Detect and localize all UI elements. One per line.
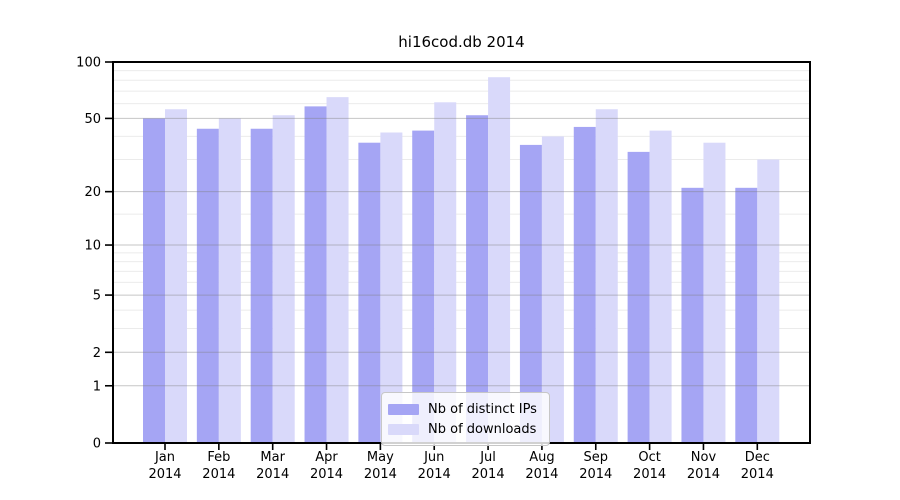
- bar: [627, 151, 650, 444]
- bar: [304, 106, 327, 444]
- y-tick-label: 50: [84, 112, 101, 127]
- y-tick-label: 1: [93, 379, 101, 394]
- bar: [595, 109, 618, 443]
- x-tick-label: Mar 2014: [256, 450, 289, 482]
- legend-swatch-distinct-ips: [388, 403, 419, 415]
- y-tick-label: 20: [84, 185, 101, 200]
- x-tick-label: Aug 2014: [525, 450, 558, 482]
- legend-swatch-downloads: [388, 423, 419, 435]
- x-tick-label: Jul 2014: [472, 450, 505, 482]
- y-tick-label: 2: [93, 346, 101, 361]
- y-tick-label: 100: [76, 56, 101, 71]
- bars-group: [143, 77, 780, 444]
- bar: [272, 115, 295, 444]
- x-tick-label: Oct 2014: [633, 450, 666, 482]
- bar: [326, 97, 349, 443]
- x-tick-label: May 2014: [364, 450, 397, 482]
- chart-title: hi16cod.db 2014: [398, 33, 525, 51]
- bar: [196, 128, 219, 443]
- bar: [434, 102, 457, 444]
- bar: [573, 126, 596, 444]
- y-tick-label: 0: [93, 437, 101, 452]
- bar: [488, 77, 511, 443]
- legend-item-downloads: Nb of downloads: [388, 419, 537, 439]
- bar: [412, 130, 435, 443]
- legend-item-distinct-ips: Nb of distinct IPs: [388, 399, 537, 419]
- bar: [649, 130, 672, 443]
- major-gridlines: [113, 117, 810, 387]
- bar: [757, 159, 780, 444]
- axis-ticks: [105, 61, 759, 450]
- bar: [466, 115, 489, 444]
- bar: [519, 144, 542, 443]
- x-tick-label: Sep 2014: [579, 450, 612, 482]
- y-tick-label: 10: [84, 239, 101, 254]
- bar: [380, 132, 403, 443]
- legend-label-downloads: Nb of downloads: [428, 421, 537, 437]
- x-tick-label: Apr 2014: [310, 450, 343, 482]
- chart-legend: Nb of distinct IPs Nb of downloads: [381, 392, 550, 446]
- x-tick-label: Feb 2014: [202, 450, 235, 482]
- bar: [143, 118, 165, 444]
- bar: [681, 187, 704, 443]
- bar: [735, 187, 758, 443]
- x-tick-label: Jan 2014: [148, 450, 181, 482]
- bar: [358, 142, 381, 443]
- bar: [218, 118, 241, 444]
- bar: [541, 136, 564, 444]
- bar: [703, 142, 726, 443]
- x-tick-label: Jun 2014: [418, 450, 451, 482]
- legend-label-distinct-ips: Nb of distinct IPs: [428, 401, 537, 417]
- x-tick-label: Dec 2014: [741, 450, 774, 482]
- bar: [165, 109, 187, 443]
- y-tick-label: 5: [93, 289, 101, 304]
- bar: [250, 128, 273, 443]
- x-tick-label: Nov 2014: [687, 450, 720, 482]
